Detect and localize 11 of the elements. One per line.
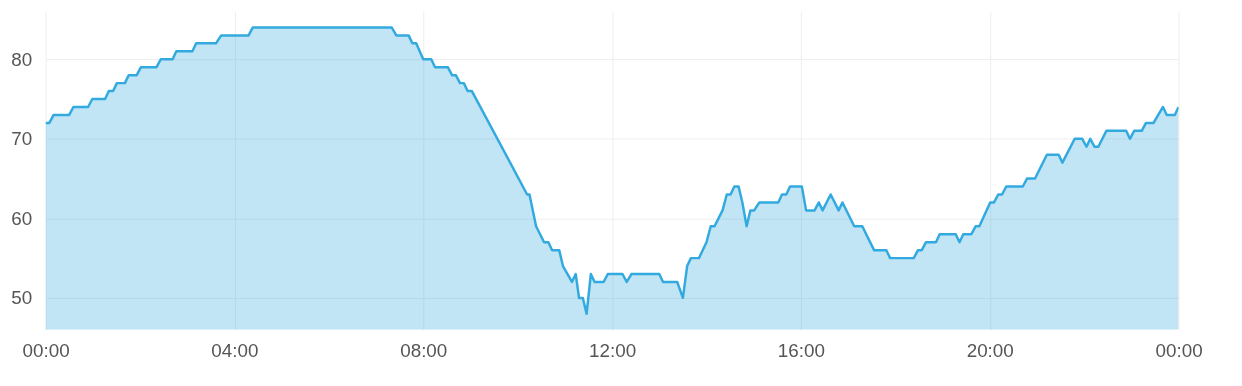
y-tick-label: 80 — [11, 48, 33, 70]
x-tick-label: 16:00 — [777, 339, 825, 361]
y-tick-label: 50 — [11, 287, 33, 309]
x-tick-label: 04:00 — [211, 339, 259, 361]
y-tick-label: 60 — [11, 207, 33, 229]
x-tick-label: 00:00 — [22, 339, 70, 361]
x-tick-label: 08:00 — [400, 339, 448, 361]
x-tick-label: 00:00 — [1155, 339, 1203, 361]
x-tick-label: 12:00 — [589, 339, 637, 361]
x-tick-label: 20:00 — [966, 339, 1014, 361]
y-tick-label: 70 — [11, 128, 33, 150]
